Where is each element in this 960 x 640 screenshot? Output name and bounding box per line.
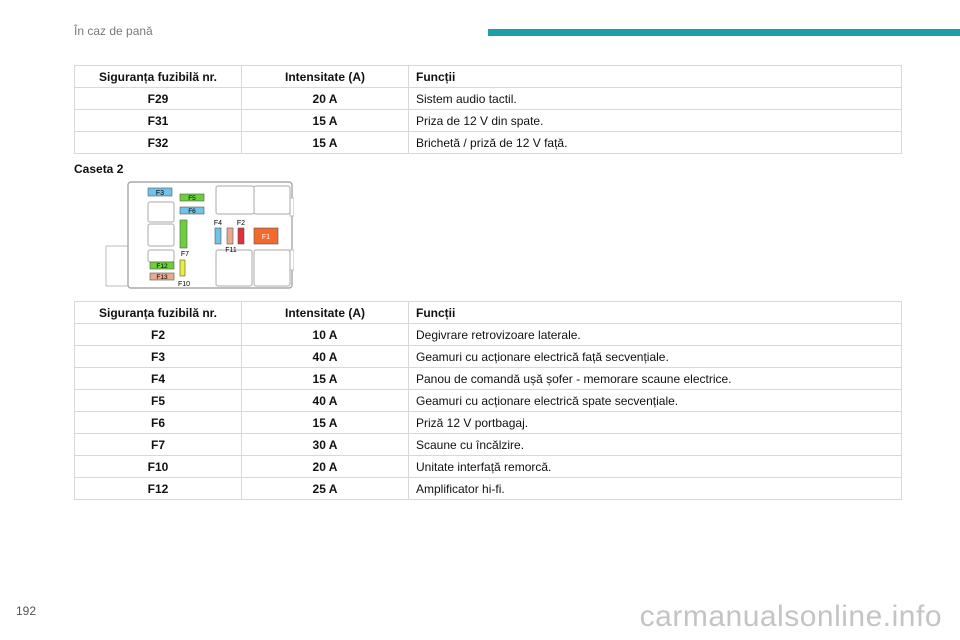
col-header-amps: Intensitate (A) — [241, 301, 409, 324]
fuse-f10-label: F10 — [178, 281, 190, 288]
fuse-function: Priză 12 V portbagaj. — [408, 411, 902, 434]
relay-slot — [253, 249, 291, 287]
fuse-f6-label: F6 — [188, 208, 196, 215]
fuse-f11 — [226, 227, 234, 245]
fuse-f2 — [237, 227, 245, 245]
fuse-amperage: 30 A — [241, 433, 409, 456]
fuse-box-diagram: F3 F5 F6 F7 F12 F13 F10 F4 F11 F2 F1 — [105, 181, 294, 289]
col-header-amps: Intensitate (A) — [241, 65, 409, 88]
fuse-function: Sistem audio tactil. — [408, 87, 902, 110]
fuse-amperage: 25 A — [241, 477, 409, 500]
table-row: F5 40 A Geamuri cu acționare electrică s… — [74, 389, 902, 412]
fuse-amperage: 15 A — [241, 367, 409, 390]
fuse-amperage: 15 A — [241, 131, 409, 154]
fuse-number: F2 — [74, 323, 242, 346]
fuse-number: F7 — [74, 433, 242, 456]
col-header-fuse: Siguranța fuzibilă nr. — [74, 65, 242, 88]
col-header-function: Funcții — [408, 301, 902, 324]
page-number: 192 — [16, 604, 37, 618]
fuse-number: F4 — [74, 367, 242, 390]
fuse-number: F3 — [74, 345, 242, 368]
fuse-f5 — [179, 193, 205, 202]
fuse-f3-label: F3 — [156, 190, 164, 197]
table-row: F29 20 A Sistem audio tactil. — [74, 87, 902, 110]
table-row: F7 30 A Scaune cu încălzire. — [74, 433, 902, 456]
fuse-f12 — [149, 261, 175, 270]
fuse-f11-label: F11 — [225, 247, 237, 254]
fuse-function: Panou de comandă ușă șofer - memorare sc… — [408, 367, 902, 390]
fuse-amperage: 20 A — [241, 87, 409, 110]
col-header-function: Funcții — [408, 65, 902, 88]
fuse-function: Geamuri cu acționare electrică spate sec… — [408, 389, 902, 412]
fuse-f10 — [179, 259, 186, 277]
section-title: În caz de pană — [74, 24, 153, 38]
header-accent-bar — [488, 29, 960, 36]
fuse-f13 — [149, 272, 175, 281]
table-row: F4 15 A Panou de comandă ușă șofer - mem… — [74, 367, 902, 390]
table-header-row: Siguranța fuzibilă nr. Intensitate (A) F… — [74, 65, 902, 88]
fuse-number: F31 — [74, 109, 242, 132]
fuse-amperage: 40 A — [241, 389, 409, 412]
table-row: F6 15 A Priză 12 V portbagaj. — [74, 411, 902, 434]
fuse-f4-label: F4 — [214, 220, 222, 227]
fuse-function: Unitate interfață remorcă. — [408, 455, 902, 478]
table-row: F31 15 A Priza de 12 V din spate. — [74, 109, 902, 132]
fuse-number: F12 — [74, 477, 242, 500]
relay-slot — [253, 185, 291, 215]
relay-slot — [147, 223, 175, 247]
table-row: F10 20 A Unitate interfață remorcă. — [74, 455, 902, 478]
fuse-f2-label: F2 — [237, 220, 245, 227]
relay-slot — [147, 201, 175, 223]
fuse-f7 — [179, 219, 188, 249]
fuse-amperage: 40 A — [241, 345, 409, 368]
fuse-f4 — [214, 227, 222, 245]
fuse-number: F29 — [74, 87, 242, 110]
fuse-table-1: Siguranța fuzibilă nr. Intensitate (A) F… — [74, 65, 902, 154]
table-row: F12 25 A Amplificator hi-fi. — [74, 477, 902, 500]
side-tab-top — [289, 197, 294, 217]
fuse-amperage: 15 A — [241, 411, 409, 434]
relay-slot — [147, 249, 175, 263]
box-caption: Caseta 2 — [74, 162, 124, 176]
fuse-number: F6 — [74, 411, 242, 434]
fuse-f13-label: F13 — [156, 274, 168, 281]
fuse-f7-label: F7 — [181, 251, 189, 258]
fuse-f1-label: F1 — [262, 234, 270, 241]
fuse-amperage: 10 A — [241, 323, 409, 346]
fuse-function: Amplificator hi-fi. — [408, 477, 902, 500]
fuse-f5-label: F5 — [188, 195, 196, 202]
fuse-f1 — [253, 227, 279, 245]
fuse-function: Degivrare retrovizoare laterale. — [408, 323, 902, 346]
relay-slot — [215, 185, 255, 215]
fuse-function: Brichetă / priză de 12 V față. — [408, 131, 902, 154]
fuse-number: F10 — [74, 455, 242, 478]
fuse-function: Priza de 12 V din spate. — [408, 109, 902, 132]
watermark: carmanualsonline.info — [639, 600, 942, 633]
fuse-amperage: 15 A — [241, 109, 409, 132]
fuse-f3 — [147, 187, 173, 197]
table-header-row: Siguranța fuzibilă nr. Intensitate (A) F… — [74, 301, 902, 324]
fuse-function: Geamuri cu acționare electrică față secv… — [408, 345, 902, 368]
table-row: F32 15 A Brichetă / priză de 12 V față. — [74, 131, 902, 154]
table-row: F3 40 A Geamuri cu acționare electrică f… — [74, 345, 902, 368]
fuse-f6 — [179, 206, 205, 215]
fuse-function: Scaune cu încălzire. — [408, 433, 902, 456]
fuse-number: F32 — [74, 131, 242, 154]
fuse-number: F5 — [74, 389, 242, 412]
fuse-f12-label: F12 — [156, 263, 168, 270]
table-row: F2 10 A Degivrare retrovizoare laterale. — [74, 323, 902, 346]
fuse-table-2: Siguranța fuzibilă nr. Intensitate (A) F… — [74, 301, 902, 500]
connector-left — [105, 245, 131, 287]
fuse-amperage: 20 A — [241, 455, 409, 478]
col-header-fuse: Siguranța fuzibilă nr. — [74, 301, 242, 324]
relay-slot — [215, 249, 253, 287]
side-tab-bottom — [289, 249, 294, 271]
